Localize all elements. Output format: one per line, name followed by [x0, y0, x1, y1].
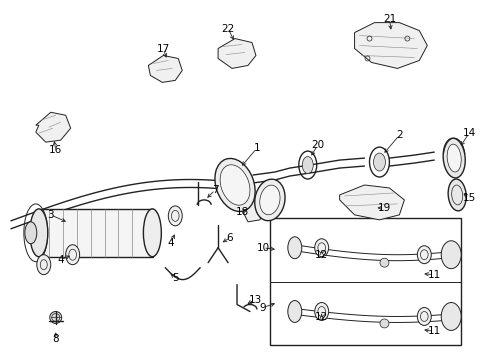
Ellipse shape: [314, 239, 328, 257]
Ellipse shape: [314, 302, 328, 320]
Ellipse shape: [416, 246, 430, 264]
Ellipse shape: [373, 153, 385, 171]
Text: 4: 4: [57, 255, 64, 265]
Ellipse shape: [215, 158, 255, 212]
Ellipse shape: [25, 222, 37, 244]
Ellipse shape: [143, 209, 161, 257]
Bar: [269, 218, 460, 345]
Ellipse shape: [259, 185, 280, 215]
Polygon shape: [243, 195, 264, 222]
Ellipse shape: [220, 165, 249, 205]
Ellipse shape: [442, 138, 464, 178]
Text: 17: 17: [156, 44, 170, 54]
Text: 3: 3: [47, 210, 54, 220]
Text: 13: 13: [248, 294, 261, 305]
Text: 4: 4: [166, 238, 173, 248]
Ellipse shape: [50, 311, 61, 323]
Text: 2: 2: [395, 130, 402, 140]
Text: 11: 11: [427, 270, 440, 280]
Text: 8: 8: [52, 334, 59, 345]
Ellipse shape: [440, 302, 460, 330]
Text: 7: 7: [211, 185, 218, 195]
Text: 6: 6: [226, 233, 233, 243]
Ellipse shape: [447, 179, 465, 211]
Text: 11: 11: [427, 327, 440, 336]
Ellipse shape: [302, 157, 313, 174]
Ellipse shape: [168, 206, 182, 226]
Polygon shape: [218, 39, 255, 68]
Text: 16: 16: [49, 145, 62, 155]
Polygon shape: [36, 112, 71, 142]
Ellipse shape: [65, 245, 80, 265]
Ellipse shape: [30, 209, 48, 257]
Text: 12: 12: [314, 250, 327, 260]
Text: 12: 12: [314, 312, 327, 323]
Polygon shape: [354, 23, 427, 68]
Text: 18: 18: [235, 207, 248, 217]
Polygon shape: [148, 55, 182, 82]
Text: 20: 20: [310, 140, 324, 150]
Text: 14: 14: [462, 128, 475, 138]
Text: 15: 15: [462, 193, 475, 203]
Text: 10: 10: [256, 243, 269, 253]
Polygon shape: [339, 185, 404, 220]
Text: 19: 19: [377, 203, 390, 213]
Ellipse shape: [37, 255, 51, 275]
Text: 22: 22: [221, 24, 234, 33]
Text: 21: 21: [382, 14, 395, 24]
Text: 5: 5: [172, 273, 178, 283]
Ellipse shape: [379, 258, 388, 267]
Text: 1: 1: [253, 143, 260, 153]
Ellipse shape: [379, 319, 388, 328]
Ellipse shape: [287, 301, 301, 323]
Ellipse shape: [440, 241, 460, 269]
Ellipse shape: [416, 307, 430, 325]
Ellipse shape: [254, 179, 285, 221]
Text: 9: 9: [259, 302, 265, 312]
Ellipse shape: [446, 144, 460, 172]
Ellipse shape: [287, 237, 301, 259]
Bar: [39, 209, 153, 257]
